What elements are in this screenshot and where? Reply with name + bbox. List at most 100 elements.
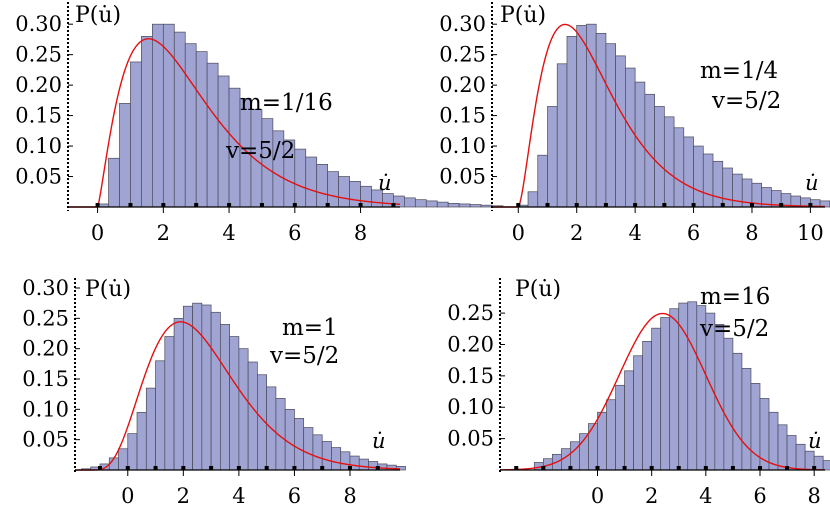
y-tick-label: 0.05 — [439, 165, 486, 189]
axis-dot — [325, 203, 330, 207]
histogram-bar — [141, 36, 153, 208]
histogram-bar — [633, 355, 643, 471]
histogram-bar — [404, 197, 416, 208]
histogram-bar — [130, 61, 142, 208]
histogram-bar — [722, 167, 733, 208]
x-tick-label: 4 — [628, 221, 641, 245]
x-axis-label: u̇ — [378, 171, 392, 195]
histogram-bar — [127, 433, 138, 471]
histogram-bars — [533, 301, 830, 471]
x-ticks: 0 2 4 6 8 — [91, 207, 367, 245]
histogram-bar — [108, 157, 120, 208]
histogram-bar — [786, 435, 797, 471]
axis-dot — [812, 466, 817, 470]
x-tick-label: 8 — [745, 221, 758, 245]
axis-dot — [259, 203, 264, 207]
axis-dot — [633, 203, 638, 207]
axis-dot — [785, 466, 790, 470]
annotation-m: m=16 — [700, 284, 770, 310]
histogram-bar — [712, 160, 724, 208]
x-ticks: 0 2 4 6 8 10 — [512, 207, 824, 245]
histogram-bar — [229, 336, 240, 471]
histogram-bar — [469, 204, 482, 208]
axis-dot — [209, 466, 214, 470]
histogram-bar — [294, 148, 307, 208]
y-axis-label: P(u̇) — [75, 3, 121, 28]
x-tick-label: 6 — [288, 484, 301, 508]
histogram-bar — [321, 441, 332, 471]
histogram-bar — [414, 199, 427, 208]
histogram-bar — [182, 305, 193, 471]
histogram-bar — [651, 327, 662, 471]
axis-dot — [808, 203, 813, 207]
histogram-bar — [663, 116, 675, 208]
y-ticks: 0.05 0.10 0.15 0.20 0.25 — [447, 301, 505, 451]
x-ticks: 0 2 4 6 8 — [591, 470, 821, 508]
annotation-v: v=5/2 — [711, 88, 781, 114]
y-axis-label: P(u̇) — [500, 3, 546, 28]
histogram-bar — [119, 103, 131, 208]
y-tick-label: 0.10 — [447, 395, 494, 419]
histogram-bar — [173, 317, 184, 471]
axis-dot — [161, 203, 166, 207]
histogram-bar — [447, 202, 460, 208]
histogram-bar — [673, 127, 685, 208]
histogram-bar — [201, 304, 212, 471]
axis-dot — [128, 203, 133, 207]
axis-dot — [227, 203, 232, 207]
histogram-bar — [327, 171, 339, 208]
histogram-bar — [331, 447, 342, 471]
histogram-bar — [634, 81, 646, 208]
y-tick-label: 0.05 — [15, 165, 62, 189]
y-tick-label: 0.05 — [22, 428, 69, 452]
x-tick-label: 8 — [354, 221, 367, 245]
y-axis-label: P(u̇) — [515, 277, 561, 302]
y-tick-label: 0.15 — [439, 104, 486, 128]
axis-dot — [574, 203, 579, 207]
y-ticks: 0.05 0.10 0.15 0.20 0.25 0.30 — [439, 12, 497, 189]
axis-dots — [95, 203, 396, 207]
histogram-bar — [615, 55, 626, 208]
histogram-bar — [338, 176, 350, 208]
histogram-bar — [195, 51, 208, 208]
panel-bottom-right: 0 2 4 6 8 0.05 0.10 0.15 0.20 0.25 P(u̇) u̇ m=16… — [447, 277, 830, 508]
axis-dot — [749, 203, 754, 207]
histogram-bar — [615, 384, 625, 471]
histogram-bar — [458, 203, 471, 208]
histogram-bar — [247, 361, 258, 471]
histogram-bar — [136, 412, 147, 471]
histogram-bar — [654, 106, 665, 208]
annotation-v: v=5/2 — [699, 316, 769, 342]
histogram-bar — [152, 23, 164, 208]
axis-dot — [125, 466, 130, 470]
y-tick-label: 0.10 — [439, 134, 486, 158]
axis-dot — [622, 466, 627, 470]
axis-dot — [95, 203, 100, 207]
histogram-bar — [595, 32, 607, 208]
histogram-bar — [206, 62, 219, 208]
histogram-bar — [683, 136, 694, 208]
histogram-bar — [312, 434, 323, 471]
x-tick-label: 2 — [645, 484, 658, 508]
axis-dot — [516, 203, 521, 207]
histogram-bar — [576, 25, 587, 208]
y-tick-label: 0.30 — [15, 12, 62, 36]
histogram-bar — [480, 204, 493, 208]
panel-top-right: 0 2 4 6 8 10 0.05 0.10 0.15 0.20 0.25 0.30 P(u̇) u… — [439, 2, 830, 245]
x-ticks: 0 2 4 6 8 — [121, 470, 357, 508]
histogram-bar — [693, 145, 704, 208]
y-tick-label: 0.25 — [15, 43, 62, 67]
histogram-bar — [220, 324, 230, 471]
axis-dot — [703, 466, 708, 470]
x-tick-label: 6 — [687, 221, 700, 245]
axis-dot — [358, 203, 363, 207]
x-axis-label: u̇ — [805, 171, 819, 195]
histogram-bar — [822, 460, 830, 471]
x-tick-label: 2 — [177, 484, 190, 508]
histogram-bar — [741, 367, 752, 471]
axis-dot — [153, 466, 158, 470]
y-tick-label: 0.20 — [447, 332, 494, 356]
x-tick-label: 0 — [591, 484, 604, 508]
y-tick-label: 0.10 — [22, 397, 69, 421]
